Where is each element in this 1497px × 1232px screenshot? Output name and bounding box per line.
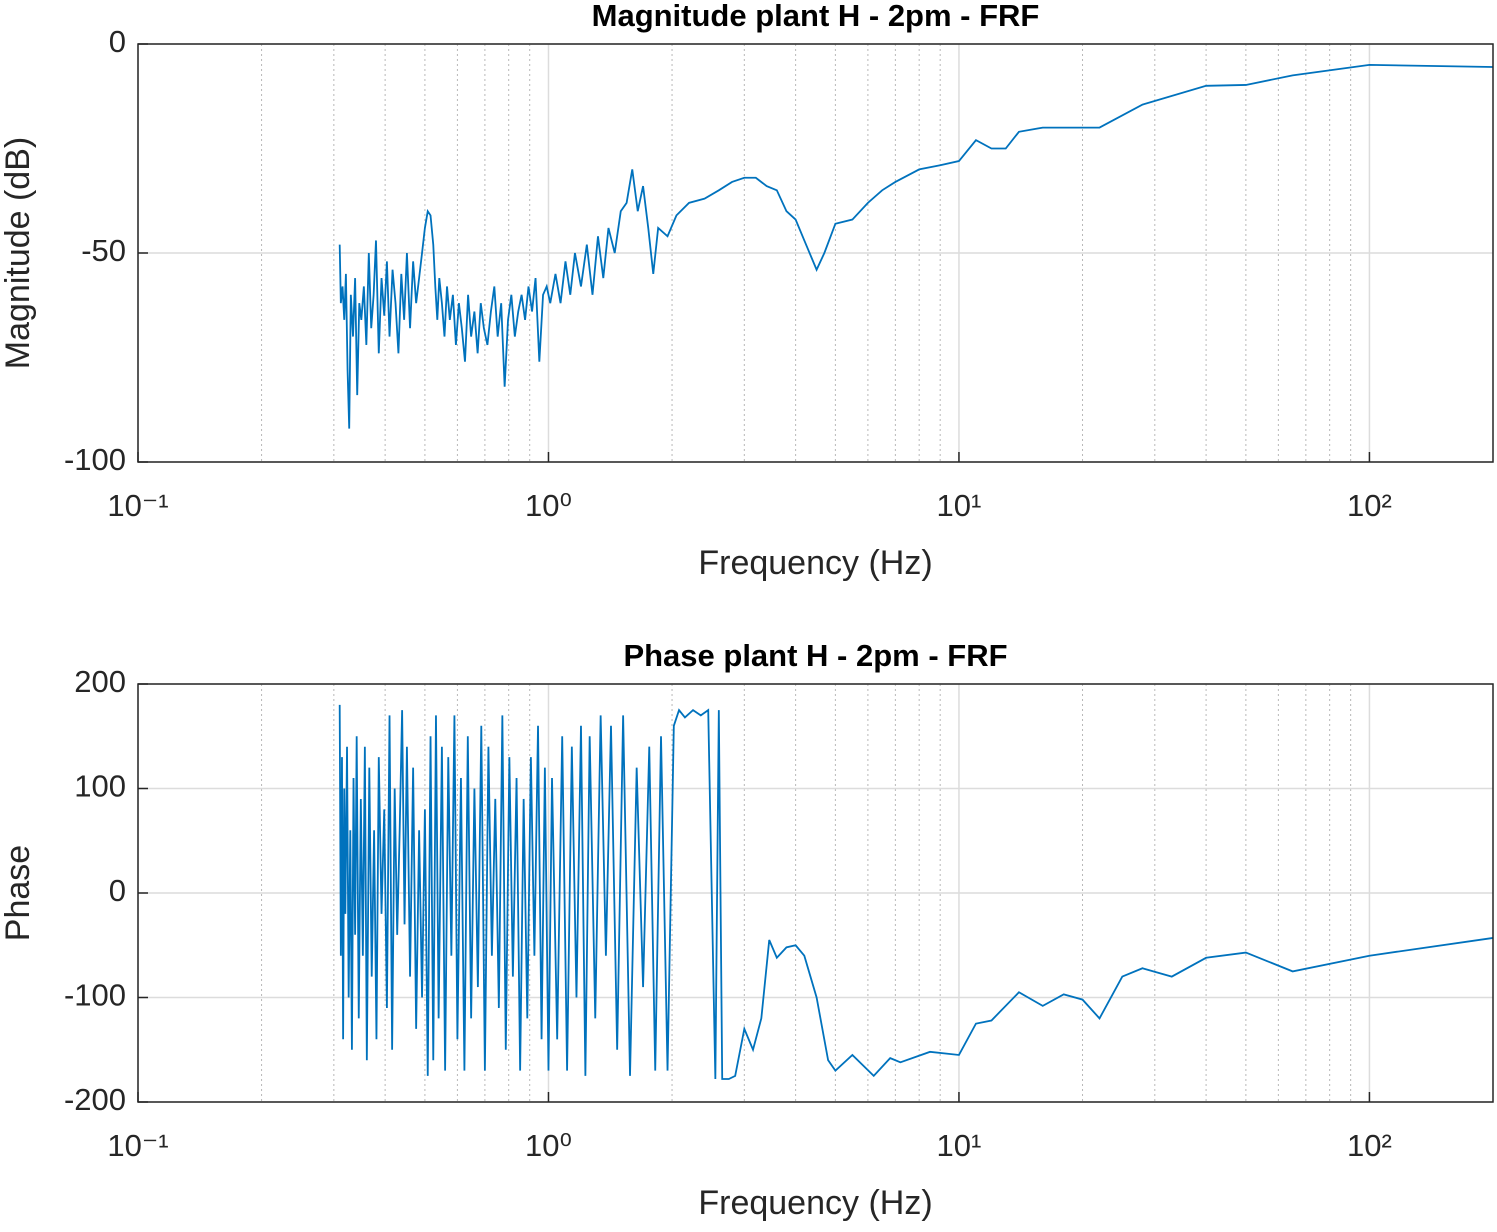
y-tick-label: -100: [64, 442, 126, 477]
x-tick-label: 10¹: [937, 488, 982, 523]
y-tick-label: -100: [64, 978, 126, 1013]
x-tick-label: 10²: [1347, 1128, 1392, 1163]
x-tick-label: 10⁰: [525, 1128, 572, 1163]
y-tick-label: -50: [81, 233, 126, 268]
x-axis-label: Frequency (Hz): [698, 1184, 932, 1222]
data-line: [338, 704, 1494, 1080]
x-tick-label: 10²: [1347, 488, 1392, 523]
y-tick-label: 100: [74, 769, 126, 804]
y-axis-label: Magnitude (dB): [0, 137, 37, 369]
y-tick-label: 0: [109, 873, 126, 908]
axes-box: [137, 43, 1494, 463]
x-tick-label: 10⁻¹: [107, 488, 168, 523]
y-tick-label: 200: [74, 664, 126, 699]
y-tick-label: -200: [64, 1082, 126, 1117]
data-line: [338, 63, 1494, 429]
x-tick-label: 10⁻¹: [107, 1128, 168, 1163]
y-tick-label: 0: [109, 24, 126, 59]
chart-title: Magnitude plant H - 2pm - FRF: [592, 0, 1040, 33]
x-tick-label: 10⁰: [525, 488, 572, 523]
axes-box: [137, 683, 1494, 1103]
x-tick-label: 10¹: [937, 1128, 982, 1163]
y-axis-label: Phase: [0, 845, 37, 941]
x-axis-label: Frequency (Hz): [698, 544, 932, 582]
chart-title: Phase plant H - 2pm - FRF: [623, 638, 1007, 673]
